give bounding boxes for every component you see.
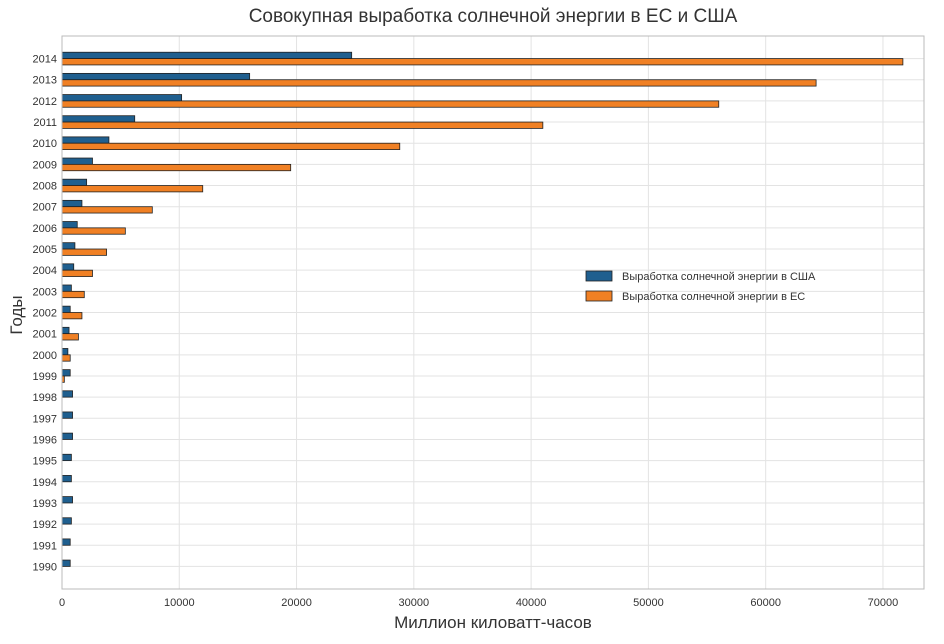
y-tick-label: 1992: [33, 519, 57, 531]
x-tick-label: 40000: [516, 597, 547, 609]
y-ticks: 1990 1991 1992 1993 1994 1995 1996 1997 1998 1999…: [33, 54, 57, 574]
bar-us-1995: [61, 453, 72, 462]
bar-us-1990: [61, 559, 71, 567]
y-tick-label: 2000: [33, 350, 57, 362]
legend-label: Выработка солнечной энергии в США: [622, 271, 816, 283]
bar-us-1997: [61, 411, 73, 419]
y-tick-label: 1994: [33, 477, 57, 489]
bar-eu-2007: [61, 206, 153, 214]
x-tick-label: 50000: [633, 597, 664, 609]
chart-title: Совокупная выработка солнечной энергии в…: [249, 6, 738, 27]
y-tick-label: 1995: [33, 456, 57, 468]
y-tick-label: 1998: [33, 392, 57, 404]
y-tick-label: 1993: [33, 498, 57, 510]
bar-eu-2002: [61, 312, 83, 320]
bar-us-2006: [61, 221, 78, 229]
y-tick-label: 1990: [33, 561, 57, 573]
x-tick-label: 10000: [164, 597, 195, 609]
y-tick-label: 2007: [33, 202, 57, 214]
bar-us-2001: [61, 326, 70, 335]
bar-eu-2004: [61, 269, 93, 277]
y-tick-label: 2004: [33, 265, 57, 277]
bar-us-1996: [61, 432, 73, 440]
legend-swatch: [585, 270, 613, 282]
legend: Выработка солнечной энергии в США Выработ…: [585, 270, 816, 303]
bar-us-1999: [61, 369, 71, 377]
bar-eu-2009: [61, 163, 292, 172]
bar-eu-2013: [61, 79, 817, 87]
y-tick-label: 1999: [33, 371, 57, 383]
bar-eu-2003: [61, 290, 85, 299]
bar-eu-2008: [61, 185, 204, 193]
bar-us-2010: [61, 136, 110, 144]
bar-eu-2011: [61, 121, 544, 129]
bar-us-2011: [61, 115, 136, 123]
x-tick-label: 70000: [868, 597, 899, 609]
x-ticks: 0 10000 20000 30000 40000 50000 60000 70000: [59, 597, 898, 609]
y-tick-label: 1997: [33, 413, 57, 425]
bar-eu-2001: [61, 333, 79, 341]
bar-us-1993: [61, 496, 73, 504]
bar-us-2014: [61, 51, 353, 59]
y-tick-label: 2013: [33, 75, 57, 87]
y-tick-label: 2012: [33, 96, 57, 108]
bar-us-2007: [61, 199, 83, 208]
bar-us-2002: [61, 305, 71, 313]
y-tick-label: 2009: [33, 159, 57, 171]
bar-eu-2006: [61, 227, 126, 235]
bar-us-2008: [61, 178, 88, 186]
x-axis-label: Миллион киловатт-часов: [394, 613, 592, 632]
y-tick-label: 2002: [33, 308, 57, 320]
bar-eu-2010: [61, 142, 401, 150]
bar-us-2009: [61, 157, 93, 165]
x-tick-label: 20000: [281, 597, 312, 609]
bar-us-1991: [61, 538, 71, 546]
bar-eu-2000: [61, 354, 71, 362]
bar-us-2013: [61, 72, 251, 81]
y-tick-label: 2014: [33, 54, 57, 66]
y-tick-label: 2001: [33, 329, 57, 341]
plot-frame: [61, 35, 925, 590]
legend-swatch: [585, 290, 613, 302]
y-tick-label: 1991: [33, 540, 57, 552]
bar-eu-2005: [61, 248, 107, 256]
y-tick-label: 2005: [33, 244, 57, 256]
bar-us-2012: [61, 94, 183, 102]
x-tick-label: 60000: [750, 597, 781, 609]
bar-us-1992: [61, 517, 72, 525]
x-tick-label: 30000: [399, 597, 430, 609]
bar-us-1994: [61, 475, 72, 483]
bar-eu-2012: [61, 100, 720, 108]
y-tick-label: 2011: [33, 117, 57, 129]
y-tick-label: 2010: [33, 138, 57, 150]
bar-us-2005: [61, 242, 76, 250]
bar-eu-2014: [61, 58, 904, 66]
bar-us-2004: [61, 263, 75, 271]
bar-us-2003: [61, 284, 72, 292]
bar-us-1998: [61, 390, 73, 398]
y-tick-label: 2006: [33, 223, 57, 235]
y-tick-label: 2003: [33, 286, 57, 298]
y-axis-label: Годы: [7, 295, 26, 334]
x-tick-label: 0: [59, 597, 65, 609]
bar-us-2000: [61, 348, 69, 356]
y-tick-label: 2008: [33, 181, 57, 193]
legend-label: Выработка солнечной энергии в ЕС: [622, 291, 805, 303]
y-tick-label: 1996: [33, 434, 57, 446]
